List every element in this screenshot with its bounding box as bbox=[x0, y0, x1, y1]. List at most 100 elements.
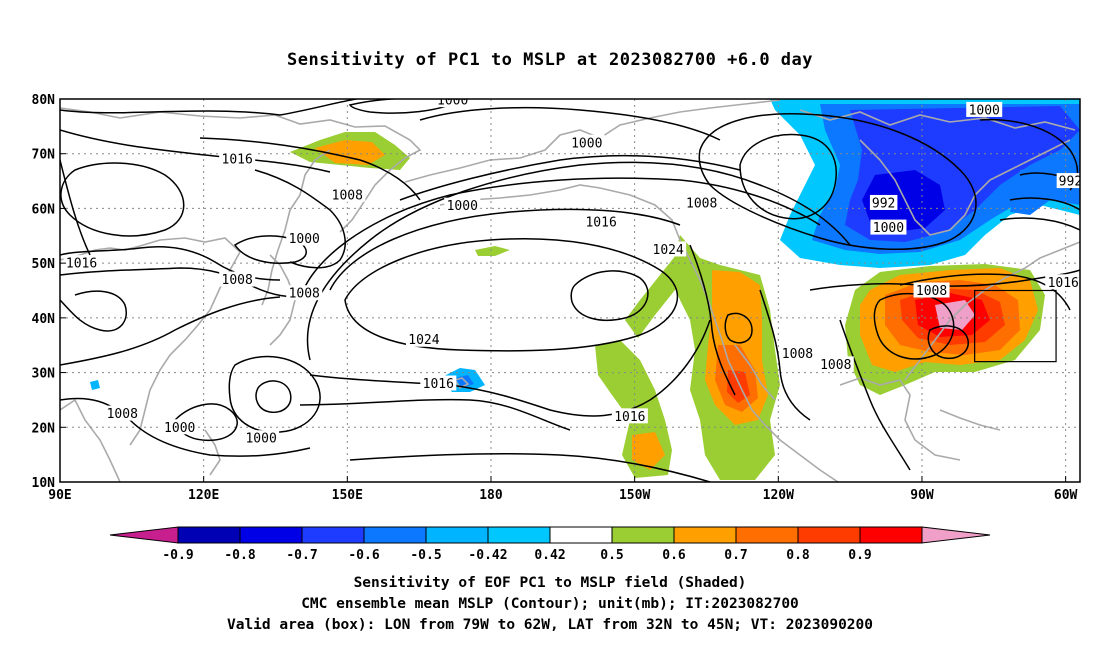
contour-na-low-loop bbox=[927, 325, 969, 360]
contour-label: 1000 bbox=[164, 421, 195, 436]
contour-label-bg bbox=[817, 356, 854, 372]
coast-philippines bbox=[204, 429, 221, 476]
lon-tick-label: 150E bbox=[332, 488, 363, 503]
contour-1016-pacific bbox=[299, 177, 821, 301]
colorbar-labels: -0.9 -0.8 -0.7 -0.6 -0.5 -0.42 0.42 0.5 0.6 0.7 0.… bbox=[162, 548, 871, 563]
contour-label-bg bbox=[1045, 274, 1080, 290]
colorbar-label: 0.42 bbox=[534, 548, 565, 563]
contour-992-canada bbox=[739, 133, 837, 220]
contour-label-bg bbox=[779, 345, 816, 361]
colorbar-label: -0.8 bbox=[224, 548, 255, 563]
contour-1008-asia bbox=[60, 296, 281, 366]
contour-label-bg bbox=[63, 255, 100, 271]
colorbar-box bbox=[487, 526, 551, 544]
contour-label: 1000 bbox=[571, 136, 602, 151]
contour-label: 1016 bbox=[1048, 276, 1079, 291]
contour-label-bg bbox=[683, 194, 720, 210]
caption-line-2: CMC ensemble mean MSLP (Contour); unit(m… bbox=[301, 596, 799, 612]
lat-tick-label: 30N bbox=[32, 367, 56, 382]
contour-1000-low-outer bbox=[228, 355, 321, 433]
contour-labels: 1000 1016 1000 1000 1008 1000 1008 992 992 1016 10… bbox=[63, 99, 1082, 447]
contour-1008-west bbox=[60, 267, 321, 298]
contour-label-bg bbox=[568, 134, 605, 150]
contour-label-bg bbox=[869, 194, 898, 210]
mslp-contours bbox=[60, 99, 1080, 482]
valid-area-box bbox=[974, 289, 1057, 363]
contour-label: 1000 bbox=[873, 221, 904, 236]
contour-label: 992 bbox=[1059, 175, 1082, 190]
contour-1016-north-asia bbox=[60, 129, 331, 173]
contour-na-west-1008 bbox=[689, 244, 736, 396]
contour-label-bg bbox=[405, 331, 442, 347]
contour-1000-asia-loop bbox=[174, 403, 238, 442]
contour-label: 1000 bbox=[447, 199, 478, 214]
contour-label-bg bbox=[913, 282, 950, 298]
colorbar-box bbox=[549, 526, 613, 544]
contour-label-bg bbox=[219, 151, 256, 167]
contour-asia-lower bbox=[60, 397, 311, 457]
contour-label: 1008 bbox=[916, 284, 947, 299]
colorbar-box bbox=[611, 526, 675, 544]
contour-label-bg bbox=[434, 99, 471, 108]
coast-na-west bbox=[679, 239, 839, 482]
negative-region-core bbox=[862, 170, 945, 232]
colorbar-min-triangle bbox=[109, 526, 179, 544]
longitude-tick-labels: 90E 120E 150E 180 150W 120W 90W 60W bbox=[48, 476, 1078, 503]
coast-aleutians bbox=[439, 184, 681, 241]
contour-label-bg bbox=[583, 214, 620, 230]
contour-label: 992 bbox=[872, 196, 895, 211]
contour-1000-canada bbox=[698, 113, 977, 251]
contour-label: 1008 bbox=[222, 273, 253, 288]
contour-label: 1016 bbox=[222, 153, 253, 168]
contour-label: 1008 bbox=[686, 196, 717, 211]
caption-line-3: Valid area (box): LON from 79W to 62W, L… bbox=[226, 617, 873, 633]
colorbar-box bbox=[301, 526, 365, 544]
contour-label: 1000 bbox=[289, 232, 320, 247]
contour-1008-pacific bbox=[306, 161, 851, 361]
lat-tick-label: 70N bbox=[32, 148, 56, 163]
contour-1016-pacific-south-2 bbox=[299, 398, 571, 431]
latitude-tick-labels: 80N 70N 60N 50N 40N 30N 20N 10N bbox=[32, 93, 66, 491]
contour-label-bg bbox=[161, 419, 198, 435]
colorbar-label: 0.8 bbox=[786, 548, 810, 563]
contour-1016-westedge bbox=[60, 159, 91, 256]
colorbar-box bbox=[363, 526, 427, 544]
colorbar-box bbox=[797, 526, 861, 544]
coast-hawaii bbox=[453, 377, 470, 390]
contour-label-bg bbox=[243, 430, 280, 446]
contour-label: 1008 bbox=[332, 188, 363, 203]
colorbar bbox=[109, 526, 991, 544]
colorbar-box bbox=[425, 526, 489, 544]
contour-1024-pacific-loop bbox=[344, 238, 679, 352]
contour-label-bg bbox=[329, 186, 366, 202]
colorbar-label: 0.7 bbox=[724, 548, 747, 563]
colorbar-max-triangle bbox=[921, 526, 991, 544]
lon-tick-label: 90W bbox=[910, 488, 934, 503]
contour-1024-inner bbox=[570, 270, 649, 321]
lon-tick-label: 60W bbox=[1054, 488, 1078, 503]
positive-region-pacific-arc bbox=[625, 250, 690, 338]
contour-north-pacific-2 bbox=[199, 137, 421, 201]
contour-label-bg bbox=[286, 285, 323, 301]
contour-label: 1024 bbox=[408, 333, 439, 348]
coast-okhotsk bbox=[261, 149, 331, 306]
contour-1024-high bbox=[329, 208, 681, 291]
contour-canada-east-ring3 bbox=[999, 217, 1080, 231]
contour-label: 1016 bbox=[585, 216, 616, 231]
contour-label-bg bbox=[219, 271, 256, 287]
lat-tick-label: 40N bbox=[32, 312, 56, 327]
contour-1008-eq bbox=[349, 453, 711, 482]
colorbar-box bbox=[177, 526, 241, 544]
colorbar-box bbox=[673, 526, 737, 544]
positive-region-siberia-orange bbox=[315, 140, 385, 165]
map-frame bbox=[59, 98, 1081, 483]
positive-region-alaska-small bbox=[475, 246, 510, 256]
coast-gulf bbox=[839, 377, 961, 461]
contour-na-mid bbox=[759, 289, 811, 421]
contour-loop-north-asia bbox=[60, 162, 185, 237]
coast-indochina bbox=[60, 398, 121, 482]
colorbar-box bbox=[239, 526, 303, 544]
contour-label-bg bbox=[870, 219, 907, 235]
contour-label-bg bbox=[286, 230, 323, 246]
